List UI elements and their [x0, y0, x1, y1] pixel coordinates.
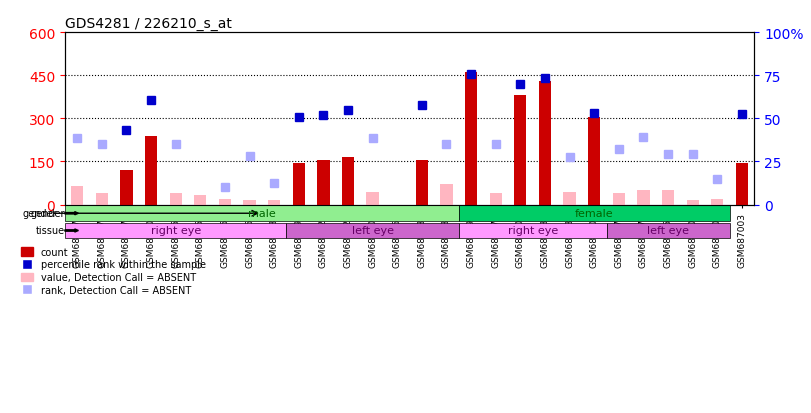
Bar — [588, 118, 600, 205]
Bar — [96, 194, 108, 205]
Text: male: male — [248, 209, 276, 219]
Bar — [293, 164, 305, 205]
FancyBboxPatch shape — [459, 206, 730, 221]
Text: gender: gender — [30, 209, 65, 219]
FancyBboxPatch shape — [607, 223, 730, 239]
Bar — [440, 185, 453, 205]
FancyBboxPatch shape — [459, 223, 607, 239]
Bar — [514, 96, 526, 205]
FancyArrow shape — [65, 229, 79, 233]
Bar — [268, 201, 281, 205]
Text: left eye: left eye — [352, 226, 393, 236]
Bar — [612, 194, 625, 205]
Bar — [317, 161, 329, 205]
Bar — [169, 194, 182, 205]
FancyBboxPatch shape — [286, 223, 459, 239]
Legend: count, percentile rank within the sample, value, Detection Call = ABSENT, rank, : count, percentile rank within the sample… — [21, 247, 206, 296]
Bar — [219, 199, 231, 205]
Bar — [243, 201, 255, 205]
Bar — [71, 187, 84, 205]
Bar — [662, 191, 674, 205]
Bar — [416, 161, 428, 205]
Bar — [637, 191, 650, 205]
Bar — [736, 164, 748, 205]
FancyBboxPatch shape — [65, 206, 459, 221]
Bar — [490, 194, 502, 205]
Bar — [120, 171, 132, 205]
Bar — [564, 192, 576, 205]
Bar — [145, 136, 157, 205]
Bar — [465, 73, 477, 205]
Text: right eye: right eye — [151, 226, 201, 236]
Text: right eye: right eye — [508, 226, 558, 236]
Bar — [342, 158, 354, 205]
Text: gender: gender — [23, 209, 58, 219]
Bar — [194, 195, 207, 205]
Text: left eye: left eye — [647, 226, 689, 236]
Bar — [687, 201, 699, 205]
Text: female: female — [575, 209, 613, 219]
Text: tissue: tissue — [36, 226, 65, 236]
Bar — [367, 192, 379, 205]
FancyArrow shape — [65, 212, 79, 215]
Text: GDS4281 / 226210_s_at: GDS4281 / 226210_s_at — [65, 17, 232, 31]
Bar — [711, 199, 723, 205]
Bar — [539, 82, 551, 205]
FancyBboxPatch shape — [65, 223, 286, 239]
